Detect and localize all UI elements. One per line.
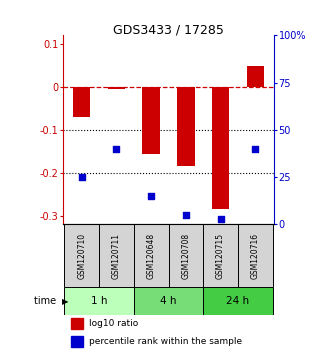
Bar	[64, 287, 134, 315]
Point	[183, 212, 188, 218]
Point	[253, 146, 258, 152]
Text: percentile rank within the sample: percentile rank within the sample	[89, 337, 242, 346]
Bar	[203, 224, 238, 287]
Text: GSM120711: GSM120711	[112, 233, 121, 279]
Bar	[169, 224, 203, 287]
Point	[79, 175, 84, 180]
Bar	[134, 287, 203, 315]
Bar	[247, 66, 264, 87]
Bar	[73, 87, 91, 117]
Point	[218, 216, 223, 222]
Bar	[143, 87, 160, 154]
Bar	[71, 336, 83, 347]
Bar	[64, 224, 99, 287]
Text: GSM120715: GSM120715	[216, 233, 225, 279]
Bar	[71, 318, 83, 329]
Text: GSM120708: GSM120708	[181, 233, 190, 279]
Text: GSM120716: GSM120716	[251, 233, 260, 279]
Bar	[238, 224, 273, 287]
Bar	[177, 87, 195, 166]
Bar	[203, 287, 273, 315]
Bar	[134, 224, 169, 287]
Text: ▶: ▶	[62, 297, 68, 306]
Text: GDS3433 / 17285: GDS3433 / 17285	[113, 23, 224, 36]
Bar	[212, 87, 229, 210]
Text: time: time	[34, 296, 59, 306]
Text: 1 h: 1 h	[91, 296, 107, 306]
Text: log10 ratio: log10 ratio	[89, 319, 138, 328]
Bar	[108, 87, 125, 89]
Point	[114, 146, 119, 152]
Text: 24 h: 24 h	[226, 296, 249, 306]
Text: 4 h: 4 h	[160, 296, 177, 306]
Bar	[99, 224, 134, 287]
Text: GSM120648: GSM120648	[147, 233, 156, 279]
Text: GSM120710: GSM120710	[77, 233, 86, 279]
Point	[149, 193, 154, 199]
